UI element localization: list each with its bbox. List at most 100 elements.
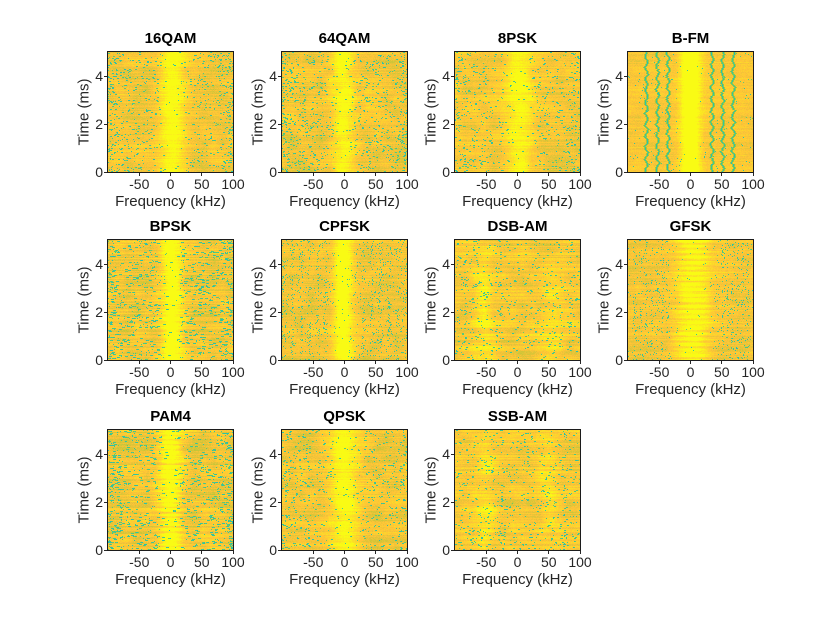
x-tick-label: 100 <box>741 176 765 192</box>
subplot-title: BPSK <box>149 218 192 235</box>
y-tick-label: 0 <box>269 164 277 180</box>
x-tick-mark <box>658 361 660 364</box>
x-tick-mark <box>517 361 518 364</box>
spectrogram-image-64qam <box>282 52 407 172</box>
y-tick-mark <box>278 75 281 77</box>
spectrogram-image-dsb-am <box>455 240 580 360</box>
plot-box <box>281 239 408 361</box>
x-tick-mark <box>579 551 581 554</box>
x-tick-label: -50 <box>476 364 497 380</box>
x-tick-mark <box>201 361 203 364</box>
y-tick-mark <box>624 123 627 125</box>
subplot-title: SSB-AM <box>487 408 548 425</box>
x-axis-label: Frequency (kHz) <box>115 571 226 588</box>
y-tick-label: 2 <box>95 494 103 510</box>
x-tick-mark <box>312 173 314 176</box>
spectrogram-image-gfsk <box>628 240 753 360</box>
y-axis-label: Time (ms) <box>75 266 93 334</box>
y-tick-mark <box>451 123 454 125</box>
x-tick-mark <box>548 173 550 176</box>
y-tick-mark <box>104 549 107 551</box>
x-tick-label: 100 <box>395 176 419 192</box>
y-tick-mark <box>104 501 107 503</box>
y-axis-label: Time (ms) <box>422 266 440 334</box>
x-tick-label: -50 <box>303 554 324 570</box>
y-tick-label: 2 <box>442 116 450 132</box>
y-tick-mark <box>278 311 281 313</box>
y-tick-label: 0 <box>442 164 450 180</box>
spectrogram-image-ssb-am <box>455 430 580 550</box>
x-tick-label: 100 <box>741 364 765 380</box>
y-tick-mark <box>451 453 454 455</box>
x-tick-mark <box>312 551 314 554</box>
x-tick-mark <box>517 551 518 554</box>
y-axis-label: Time (ms) <box>249 78 267 146</box>
x-tick-mark <box>232 173 234 176</box>
y-tick-label: 2 <box>615 116 623 132</box>
x-axis-label: Frequency (kHz) <box>462 193 573 210</box>
x-tick-mark <box>406 551 408 554</box>
x-tick-label: 100 <box>221 554 245 570</box>
x-tick-label: 50 <box>193 364 210 380</box>
x-tick-mark <box>579 361 581 364</box>
plot-box <box>454 51 581 173</box>
y-tick-mark <box>278 359 281 361</box>
x-tick-mark <box>201 551 203 554</box>
y-tick-label: 0 <box>442 542 450 558</box>
subplot-title: GFSK <box>669 218 712 235</box>
y-tick-label: 0 <box>95 542 103 558</box>
x-tick-label: 50 <box>713 364 730 380</box>
spectrogram-image-16qam <box>108 52 233 172</box>
x-tick-label: -50 <box>129 364 150 380</box>
x-tick-mark <box>690 173 691 176</box>
x-tick-label: 0 <box>166 364 175 380</box>
y-tick-label: 4 <box>615 256 623 272</box>
x-tick-label: 0 <box>340 176 349 192</box>
x-tick-label: 50 <box>540 554 557 570</box>
x-tick-label: 100 <box>568 554 592 570</box>
y-tick-mark <box>624 75 627 77</box>
y-tick-label: 4 <box>442 446 450 462</box>
x-tick-mark <box>548 361 550 364</box>
x-tick-label: -50 <box>303 364 324 380</box>
y-tick-mark <box>104 123 107 125</box>
y-tick-label: 4 <box>442 256 450 272</box>
x-tick-mark <box>485 173 487 176</box>
x-tick-mark <box>690 361 691 364</box>
x-tick-mark <box>752 173 754 176</box>
y-tick-label: 0 <box>269 542 277 558</box>
x-axis-label: Frequency (kHz) <box>289 193 400 210</box>
spectrogram-image-qpsk <box>282 430 407 550</box>
x-tick-label: -50 <box>649 176 670 192</box>
spectrogram-image-8psk <box>455 52 580 172</box>
x-tick-label: 100 <box>221 176 245 192</box>
y-tick-mark <box>104 311 107 313</box>
subplot-title: 16QAM <box>144 30 197 47</box>
y-tick-mark <box>451 359 454 361</box>
x-tick-label: 100 <box>568 176 592 192</box>
plot-box <box>627 51 754 173</box>
subplot-title: B-FM <box>671 30 710 47</box>
y-tick-mark <box>451 171 454 173</box>
x-tick-label: -50 <box>476 554 497 570</box>
x-tick-mark <box>170 361 171 364</box>
y-tick-mark <box>451 549 454 551</box>
x-axis-label: Frequency (kHz) <box>635 193 746 210</box>
y-tick-label: 2 <box>442 494 450 510</box>
x-tick-label: 0 <box>513 554 522 570</box>
x-tick-mark <box>752 361 754 364</box>
x-axis-label: Frequency (kHz) <box>115 193 226 210</box>
x-tick-label: -50 <box>129 176 150 192</box>
x-tick-label: 0 <box>166 176 175 192</box>
y-tick-label: 4 <box>95 446 103 462</box>
y-tick-mark <box>624 359 627 361</box>
spectrogram-image-b-fm <box>628 52 753 172</box>
y-tick-label: 4 <box>95 256 103 272</box>
y-axis-label: Time (ms) <box>249 266 267 334</box>
y-tick-label: 2 <box>442 304 450 320</box>
plot-box <box>107 239 234 361</box>
y-axis-label: Time (ms) <box>595 78 613 146</box>
y-tick-label: 2 <box>269 116 277 132</box>
y-tick-mark <box>278 453 281 455</box>
